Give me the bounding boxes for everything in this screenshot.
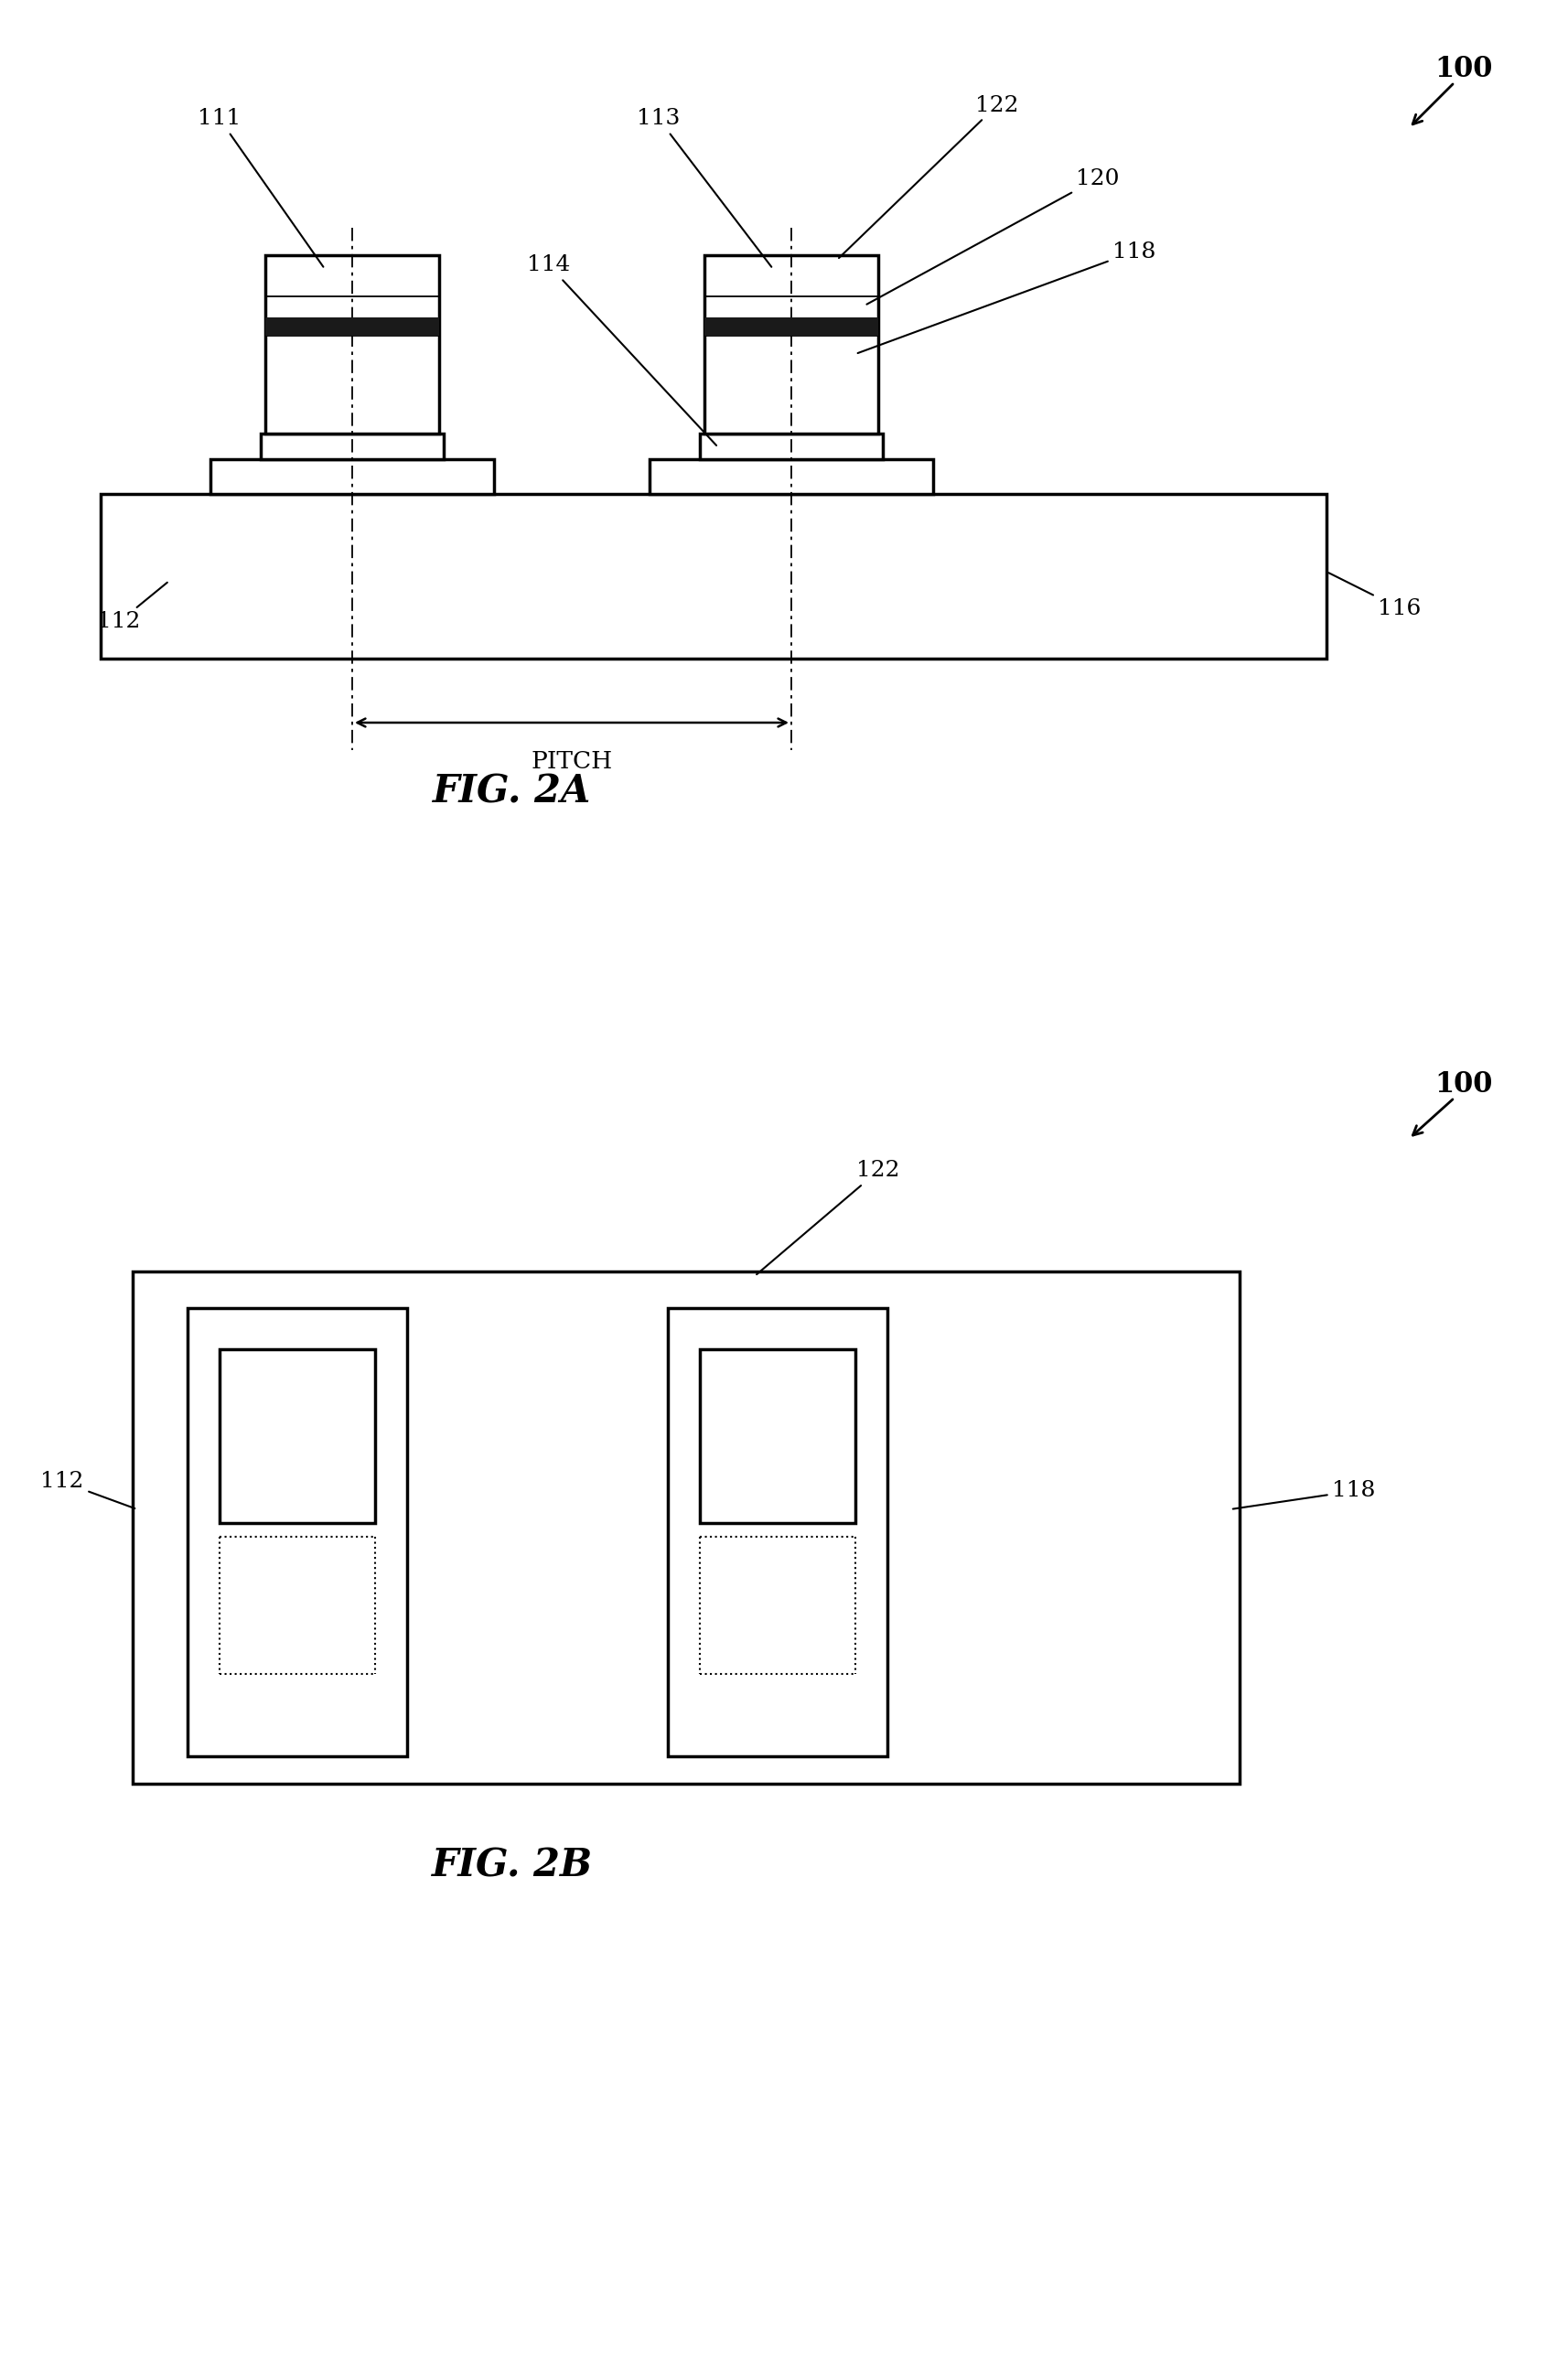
Text: FIG. 2B: FIG. 2B: [431, 1848, 593, 1886]
Text: 116: 116: [1328, 573, 1421, 618]
Text: 100: 100: [1433, 1069, 1491, 1097]
Text: 120: 120: [866, 168, 1120, 304]
Text: 118: 118: [858, 241, 1156, 354]
Text: 100: 100: [1433, 54, 1491, 83]
Text: 113: 113: [637, 109, 771, 267]
Bar: [220, 1350, 375, 1522]
Text: 111: 111: [198, 109, 323, 267]
Text: FIG. 2A: FIG. 2A: [433, 772, 591, 809]
Bar: [210, 460, 494, 493]
Bar: [704, 255, 878, 434]
Text: 114: 114: [527, 255, 717, 446]
Bar: [260, 434, 444, 460]
Bar: [699, 434, 883, 460]
Bar: [188, 1307, 406, 1756]
Bar: [100, 493, 1325, 658]
Bar: [265, 255, 439, 434]
Bar: [699, 1350, 855, 1522]
Bar: [265, 316, 439, 335]
Text: 122: 122: [756, 1161, 900, 1274]
Text: PITCH: PITCH: [530, 750, 612, 774]
Bar: [649, 460, 933, 493]
Text: 112: 112: [41, 1470, 135, 1508]
Bar: [668, 1307, 887, 1756]
Text: 122: 122: [839, 94, 1018, 257]
Text: 118: 118: [1232, 1480, 1375, 1508]
Bar: [704, 316, 878, 335]
Bar: [133, 1272, 1239, 1784]
Text: 112: 112: [97, 583, 168, 632]
